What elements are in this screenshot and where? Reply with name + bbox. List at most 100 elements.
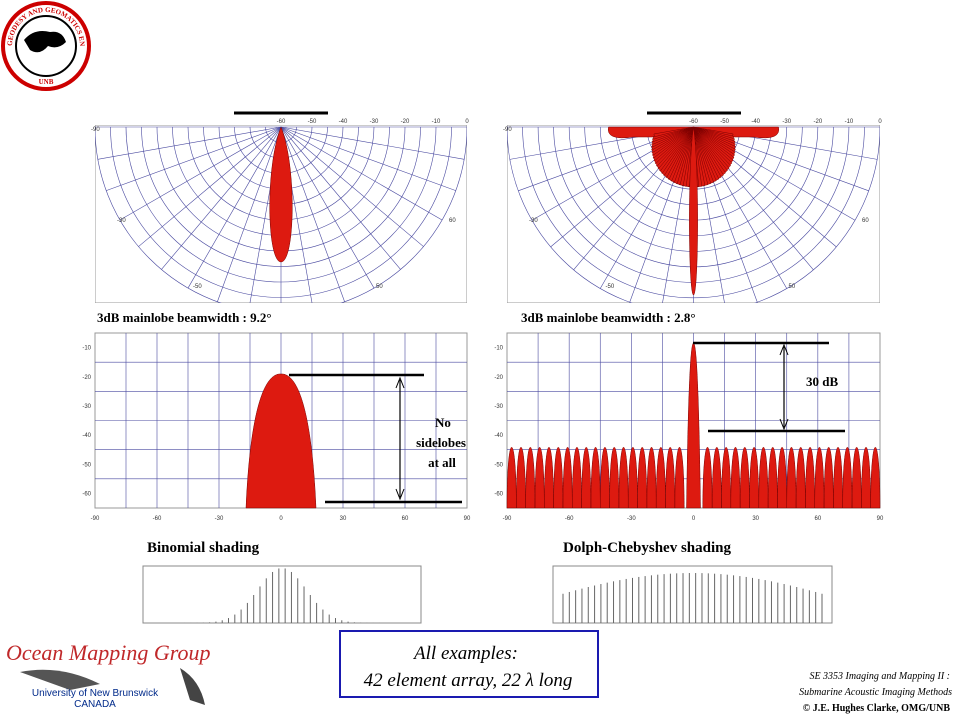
- course-line: SE 3353 Imaging and Mapping II :: [809, 671, 950, 682]
- polar-ring-label: -50: [720, 119, 729, 125]
- note-box: [339, 630, 599, 698]
- polar-spoke: [280, 126, 401, 270]
- country: CANADA: [74, 699, 116, 710]
- db-mainlobe: [245, 373, 317, 509]
- db-ytick-label: -40: [494, 433, 503, 439]
- db-xtick-label: 60: [402, 516, 409, 522]
- polar-ring-label: 0: [878, 119, 882, 125]
- polar-angle-label: -30: [117, 218, 126, 224]
- annotation: No: [435, 415, 451, 430]
- shading-label: Binomial shading: [147, 540, 260, 556]
- db-xtick-label: 30: [340, 516, 347, 522]
- polar-spoke: [280, 126, 345, 302]
- annotation: sidelobes: [416, 435, 466, 450]
- logo: GEODESY AND GEOMATICS ENGINEERING UNB: [0, 0, 91, 91]
- polar-angle-label: 60: [862, 218, 869, 224]
- note-line: All examples:: [412, 643, 518, 664]
- db-ytick-label: -60: [82, 491, 91, 497]
- polar-spoke: [280, 126, 465, 160]
- polar-ring-label: -30: [370, 119, 379, 125]
- polar-ring-label: -30: [782, 119, 791, 125]
- annotation: 30 dB: [806, 374, 838, 389]
- db-xtick-label: 0: [279, 516, 283, 522]
- db-xtick-label: 30: [752, 516, 759, 522]
- polar-spoke: [280, 126, 424, 247]
- db-xtick-label: 60: [814, 516, 821, 522]
- course-line: Submarine Acoustic Imaging Methods: [799, 687, 952, 698]
- group-logo: [180, 668, 205, 705]
- db-ytick-label: -50: [82, 462, 91, 468]
- polar-ring-label: -50: [308, 119, 317, 125]
- polar-angle-label: -90: [91, 127, 100, 133]
- course-line: © J.E. Hughes Clarke, OMG/UNB: [803, 703, 951, 714]
- beamwidth-label: 3dB mainlobe beamwidth : 9.2°: [97, 310, 272, 325]
- db-ytick-label: -60: [494, 491, 503, 497]
- polar-plot: [507, 125, 880, 303]
- polar-ring-label: -10: [845, 119, 854, 125]
- polar-angle-label: -30: [529, 218, 538, 224]
- university: University of New Brunswick: [32, 688, 159, 699]
- db-ytick-label: -20: [82, 375, 91, 381]
- db-xtick-label: -90: [503, 516, 512, 522]
- db-ytick-label: -50: [494, 462, 503, 468]
- db-ytick-label: -10: [494, 346, 503, 352]
- db-xtick-label: -30: [627, 516, 636, 522]
- db-xtick-label: -60: [153, 516, 162, 522]
- polar-ring-label: 0: [465, 119, 469, 125]
- polar-spoke: [106, 126, 282, 191]
- logo-map: [24, 31, 66, 53]
- polar-spoke: [280, 126, 375, 289]
- polar-spoke: [187, 126, 282, 289]
- polar-spoke: [97, 126, 282, 160]
- polar-ring-label: -40: [339, 119, 348, 125]
- polar-spoke: [217, 126, 282, 302]
- db-xtick-label: -90: [91, 516, 100, 522]
- polar-angle-label: 50: [376, 284, 383, 290]
- db-xtick-label: -60: [565, 516, 574, 522]
- mainlobe: [269, 126, 293, 263]
- sidelobe: [653, 126, 694, 138]
- shading-frame: [552, 565, 833, 624]
- polar-ring-label: -40: [751, 119, 760, 125]
- polar-ring-label: -10: [432, 119, 441, 125]
- db-xtick-label: -30: [215, 516, 224, 522]
- db-xtick-label: 90: [877, 516, 884, 522]
- polar-angle-label: -50: [193, 284, 202, 290]
- db-ytick-label: -40: [82, 433, 91, 439]
- polar-angle-label: -90: [503, 127, 512, 133]
- beamwidth-label: 3dB mainlobe beamwidth : 2.8°: [521, 310, 696, 325]
- db-sidelobes: [506, 447, 881, 509]
- logo-bottom: UNB: [39, 78, 54, 86]
- polar-ring-label: -20: [813, 119, 822, 125]
- polar-spoke: [119, 126, 282, 221]
- polar-spoke: [138, 126, 282, 247]
- polar-angle-label: 50: [789, 284, 796, 290]
- db-xtick-label: 0: [692, 516, 696, 522]
- polar-ring-label: -20: [401, 119, 410, 125]
- polar-plot: [95, 125, 467, 303]
- polar-ring-label: -60: [689, 119, 698, 125]
- group-logo: [20, 669, 100, 690]
- db-ytick-label: -30: [494, 404, 503, 410]
- polar-ring-label: -60: [277, 119, 286, 125]
- db-ytick-label: -30: [82, 404, 91, 410]
- group-name: Ocean Mapping Group: [6, 640, 211, 665]
- shading-label: Dolph-Chebyshev shading: [563, 540, 731, 556]
- db-ytick-label: -20: [494, 375, 503, 381]
- db-xtick-label: 90: [464, 516, 471, 522]
- polar-spoke: [280, 126, 456, 191]
- annotation: at all: [428, 455, 456, 470]
- polar-ring: [507, 126, 880, 303]
- db-ytick-label: -10: [82, 346, 91, 352]
- polar-angle-label: 60: [449, 218, 456, 224]
- polar-spoke: [280, 126, 443, 221]
- note-line: 42 element array, 22 λ long: [364, 670, 573, 691]
- shading-frame: [142, 565, 422, 624]
- polar-spoke: [161, 126, 282, 270]
- mainlobe: [689, 126, 698, 296]
- arrow-head: [779, 343, 789, 431]
- polar-angle-label: -50: [606, 284, 615, 290]
- polar-ring: [95, 126, 467, 303]
- arrow-head: [395, 376, 405, 501]
